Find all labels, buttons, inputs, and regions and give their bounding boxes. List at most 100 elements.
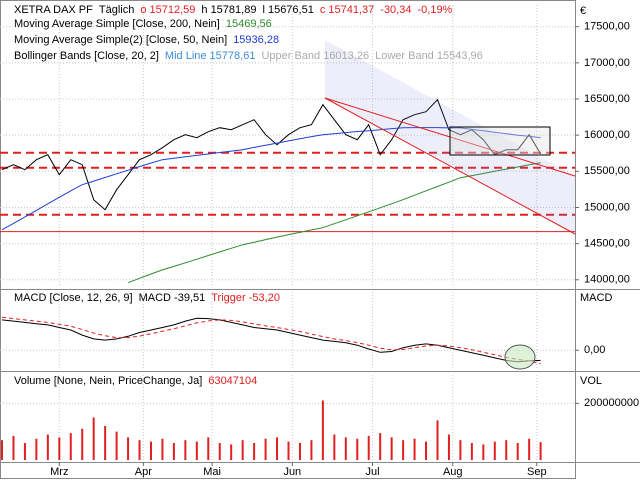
y-tick-label: 0,00 — [584, 344, 605, 356]
volume-bar — [493, 441, 496, 460]
volume-bar — [298, 443, 301, 460]
y-tick-label: 14000,00 — [584, 274, 630, 286]
quote: h 15781,89 — [201, 4, 256, 16]
volume-bar — [470, 443, 473, 460]
volume-bar — [379, 433, 382, 460]
x-tick-label: Aug — [443, 466, 463, 478]
volume-bar — [505, 440, 508, 460]
volume-bar — [115, 431, 118, 460]
volume-bar — [46, 434, 49, 460]
x-tick-label: Jul — [366, 466, 380, 478]
legend-line: Volume [None, Nein, PriceChange, Ja] 6304… — [14, 375, 257, 387]
volume-bar — [333, 434, 336, 460]
legend-line: Moving Average Simple [Close, 200, Nein]… — [14, 18, 272, 30]
volume-bar — [287, 441, 290, 460]
legend-value: 15936,28 — [233, 34, 279, 46]
volume-bar — [264, 438, 267, 460]
volume-bar — [390, 437, 393, 460]
legend-line: XETRA DAX PF Täglich o 15712,59 h 15781,89 l… — [14, 4, 453, 16]
legend-entry: Moving Average Simple(2) [Close, 50, Nei… — [14, 34, 227, 46]
volume-bar — [138, 440, 141, 460]
volume-bar — [207, 437, 210, 460]
volume-bar — [58, 437, 61, 460]
volume-bar — [253, 443, 256, 460]
volume-bar — [321, 400, 324, 460]
axis-title: VOL — [580, 375, 602, 387]
legend-line: Moving Average Simple(2) [Close, 50, Nei… — [14, 34, 279, 46]
volume-bar — [92, 417, 95, 460]
x-tick-label: Mrz — [50, 466, 68, 478]
legend-line: Bollinger Bands [Close, 20, 2] Mid Line 1… — [14, 50, 483, 62]
legend: XETRA DAX PF Täglich o 15712,59 h 15781,89 l… — [14, 4, 612, 387]
volume-bar — [356, 438, 359, 460]
volume-bar — [218, 443, 221, 460]
series-line — [1, 317, 541, 363]
volume-bar — [425, 441, 428, 460]
series-line — [1, 127, 541, 231]
axis-title: MACD — [580, 292, 612, 304]
x-tick-label: Jun — [283, 466, 301, 478]
quote: c 15741,37 — [320, 4, 374, 16]
series-line — [1, 98, 542, 211]
quote: l 15676,51 — [262, 4, 313, 16]
title: XETRA DAX PF — [14, 4, 93, 16]
volume-bar — [35, 438, 38, 460]
frame — [0, 0, 576, 479]
y-tick-label: 15000,00 — [584, 201, 630, 213]
volume-bar — [69, 433, 72, 460]
y-tick-label: 17500,00 — [584, 21, 630, 33]
legend-value: Trigger -53,20 — [211, 292, 280, 304]
legend-entry: Bollinger Bands [Close, 20, 2] — [14, 50, 159, 62]
quote: -30,34 — [380, 4, 411, 16]
volume-bar — [528, 438, 531, 460]
volume-bar — [127, 437, 130, 460]
volume-bar — [310, 440, 313, 460]
volume-bar — [482, 444, 485, 460]
volume-bar — [184, 440, 187, 460]
volume-bar — [149, 441, 152, 460]
legend-entry: MACD [Close, 12, 26, 9] — [14, 292, 133, 304]
y-tick-label: 16500,00 — [584, 93, 630, 105]
legend-value: 63047104 — [208, 375, 257, 387]
volume-bar — [104, 426, 107, 460]
volume-bar — [276, 437, 279, 460]
volume-bar — [195, 441, 198, 460]
volume-bar — [1, 440, 3, 460]
x-tick-label: Sep — [527, 466, 547, 478]
volume-bar — [241, 440, 244, 460]
series-line — [127, 162, 541, 284]
y-tick-label: 15500,00 — [584, 165, 630, 177]
volume-bar — [81, 428, 84, 460]
y-tick-label: 16000,00 — [584, 129, 630, 141]
volume-bar — [12, 435, 15, 460]
legend-value: Upper Band 16013,26 — [261, 50, 369, 62]
quote: o 15712,59 — [140, 4, 195, 16]
x-tick-label: Mai — [203, 466, 221, 478]
legend-value: MACD -39,51 — [139, 292, 206, 304]
volume-bar — [172, 443, 175, 460]
y-tick-label: 14500,00 — [584, 238, 630, 250]
legend-value: Mid Line 15778,61 — [165, 50, 256, 62]
volume-bar — [230, 444, 233, 460]
legend-value: 15469,56 — [226, 18, 272, 30]
volume-bar — [161, 438, 164, 460]
y-tick-label: 17000,00 — [584, 57, 630, 69]
x-tick-label: Apr — [135, 466, 152, 478]
volume-bar — [447, 434, 450, 460]
volume-bar — [402, 440, 405, 460]
y-tick-label: 200000000 — [584, 397, 639, 409]
legend-entry: Volume [None, Nein, PriceChange, Ja] — [14, 375, 202, 387]
volume-bar — [436, 420, 439, 460]
volume-bar — [23, 443, 26, 460]
currency: € — [580, 5, 586, 17]
plot: Mrz Apr Mai Jun Jul Aug Sep 14000,00 14500,00 150… — [0, 5, 639, 478]
legend-line: MACD [Close, 12, 26, 9] MACD -39,51 Trigge… — [14, 292, 280, 304]
volume-bar — [413, 438, 416, 460]
legend-entry: Moving Average Simple [Close, 200, Nein] — [14, 18, 220, 30]
subtitle: Täglich — [99, 4, 134, 16]
volume-bar — [367, 435, 370, 460]
range-box — [449, 126, 551, 156]
volume-bar — [516, 443, 519, 460]
volume-bar — [344, 437, 347, 460]
